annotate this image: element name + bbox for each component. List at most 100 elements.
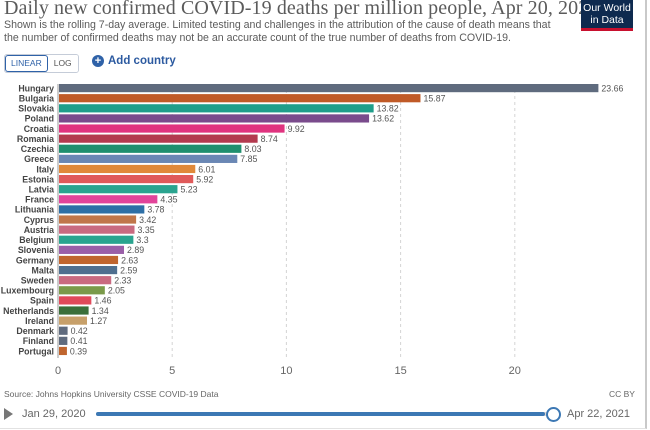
timeline-track[interactable] — [96, 412, 552, 416]
value-label: 2.59 — [120, 265, 137, 275]
logo-line-2: in Data — [590, 13, 624, 26]
value-label: 13.82 — [377, 104, 399, 114]
x-tick-label: 5 — [169, 365, 175, 377]
value-label: 7.85 — [240, 154, 257, 164]
bar — [59, 84, 599, 93]
timeline-handle[interactable] — [546, 407, 561, 422]
license-note[interactable]: CC BY — [609, 389, 635, 399]
bar — [59, 174, 194, 184]
bar — [59, 255, 119, 265]
x-tick-label: 20 — [509, 365, 521, 377]
value-label: 3.78 — [147, 205, 164, 215]
timeline: Jan 29, 2020 Apr 22, 2021 — [0, 402, 647, 426]
category-label: Finland — [23, 336, 54, 346]
category-label: Belgium — [19, 235, 54, 245]
bar — [59, 195, 158, 204]
x-tick-label: 0 — [55, 365, 61, 377]
value-label: 9.92 — [288, 124, 305, 134]
value-label: 2.63 — [121, 255, 138, 265]
category-label: Slovakia — [18, 104, 54, 114]
bar — [59, 346, 67, 356]
timeline-track-fill — [96, 412, 546, 416]
category-label: Greece — [24, 154, 54, 164]
bar — [59, 316, 88, 325]
value-label: 8.03 — [244, 144, 261, 154]
category-label: Portugal — [18, 346, 54, 356]
logo-line-1: Our World — [583, 2, 631, 14]
value-label: 15.87 — [423, 94, 445, 104]
category-label: Hungary — [18, 83, 54, 93]
category-label: Romania — [17, 134, 54, 144]
category-label: Netherlands — [3, 306, 54, 316]
bar — [59, 94, 421, 103]
value-label: 2.33 — [114, 275, 131, 285]
bar — [59, 164, 196, 174]
play-icon[interactable] — [4, 408, 13, 420]
bar — [59, 154, 238, 163]
value-label: 1.34 — [92, 306, 109, 316]
value-label: 13.62 — [372, 114, 394, 124]
value-label: 4.35 — [160, 195, 177, 205]
value-label: 23.66 — [601, 83, 623, 93]
log-scale-button[interactable]: LOG — [47, 55, 78, 72]
x-tick-label: 10 — [280, 365, 292, 377]
category-label: Ireland — [25, 316, 54, 326]
chart-subtitle: Shown is the rolling 7-day average. Limi… — [4, 19, 551, 44]
category-label: Luxembourg — [1, 286, 54, 296]
category-label: Austria — [24, 225, 54, 235]
value-label: 8.74 — [261, 134, 278, 144]
value-label: 0.41 — [70, 336, 87, 346]
value-label: 2.89 — [127, 245, 144, 255]
bar — [59, 225, 135, 234]
category-label: Estonia — [22, 174, 54, 184]
bar — [59, 326, 68, 335]
chart-title: Daily new confirmed COVID-19 deaths per … — [4, 0, 599, 19]
value-label: 1.27 — [90, 316, 107, 326]
category-label: Denmark — [16, 326, 54, 336]
bar — [59, 306, 89, 315]
bar — [59, 124, 285, 133]
bar — [59, 336, 68, 345]
value-label: 3.3 — [136, 235, 148, 245]
value-label: 6.01 — [198, 164, 215, 174]
timeline-start-date: Jan 29, 2020 — [22, 408, 86, 420]
bar — [59, 276, 112, 285]
owid-logo[interactable]: Our World in Data — [581, 0, 633, 31]
value-label: 0.42 — [71, 326, 88, 336]
add-country-button[interactable]: + Add country — [92, 55, 176, 67]
category-label: Cyprus — [24, 215, 54, 225]
value-label: 1.46 — [94, 296, 111, 306]
category-label: Croatia — [24, 124, 54, 134]
source-note[interactable]: Source: Johns Hopkins University CSSE CO… — [4, 389, 219, 399]
category-label: Sweden — [21, 275, 54, 285]
add-country-label: Add country — [108, 55, 176, 67]
category-label: Malta — [32, 265, 55, 275]
value-label: 3.35 — [138, 225, 155, 235]
bar-chart: 0 5 10 15 20 Hungary 23.66 Bulgaria 15.87 Slovaki… — [1, 83, 624, 377]
bar — [59, 296, 92, 305]
category-label: Latvia — [29, 185, 55, 195]
bar — [59, 144, 242, 153]
category-label: Spain — [30, 296, 54, 306]
linear-scale-button[interactable]: LINEAR — [5, 55, 48, 72]
bar — [59, 205, 145, 214]
value-label: 2.05 — [108, 286, 125, 296]
category-label: France — [25, 195, 54, 205]
plus-circle-icon: + — [92, 55, 104, 67]
bar — [59, 235, 134, 244]
bar — [59, 134, 258, 143]
bar — [59, 104, 374, 113]
x-tick-label: 15 — [394, 365, 406, 377]
bar — [59, 185, 178, 194]
bar — [59, 215, 137, 224]
scale-toggle: LINEAR LOG — [4, 54, 79, 73]
category-label: Italy — [36, 164, 54, 174]
category-label: Czechia — [21, 144, 54, 154]
bar — [59, 245, 125, 254]
category-label: Poland — [25, 114, 54, 124]
category-label: Bulgaria — [19, 94, 54, 104]
category-label: Slovenia — [18, 245, 54, 255]
category-label: Lithuania — [15, 205, 54, 215]
value-label: 5.92 — [196, 174, 213, 184]
